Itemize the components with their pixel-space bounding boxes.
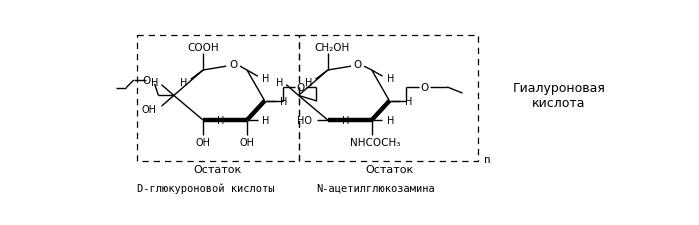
- Text: H: H: [151, 77, 159, 87]
- Text: O: O: [143, 76, 151, 86]
- Text: Остаток: Остаток: [366, 164, 414, 174]
- Text: Остаток: Остаток: [194, 164, 242, 174]
- Text: OH: OH: [142, 105, 157, 115]
- Text: HO: HO: [297, 116, 312, 126]
- Text: COOH: COOH: [187, 43, 219, 53]
- Text: OH: OH: [240, 137, 254, 147]
- Text: Гиалуроновая
кислота: Гиалуроновая кислота: [512, 82, 605, 110]
- Text: H: H: [280, 96, 287, 106]
- Text: H: H: [405, 96, 412, 106]
- Text: H: H: [305, 78, 312, 88]
- Text: O: O: [297, 83, 305, 92]
- Text: NHCOCH₃: NHCOCH₃: [350, 137, 401, 147]
- Text: D-глюкуроновой кислоты: D-глюкуроновой кислоты: [138, 183, 275, 193]
- Text: OH: OH: [196, 137, 210, 147]
- Text: O: O: [354, 60, 362, 70]
- Text: H: H: [262, 73, 270, 83]
- Text: H: H: [180, 78, 188, 88]
- Text: n: n: [484, 154, 491, 164]
- Text: H: H: [262, 116, 270, 126]
- Text: H: H: [387, 116, 394, 126]
- Text: N-ацетилглюкозамина: N-ацетилглюкозамина: [316, 183, 435, 193]
- Text: O: O: [421, 83, 429, 92]
- Text: O: O: [229, 60, 237, 70]
- Text: H: H: [342, 116, 349, 126]
- Text: H: H: [276, 77, 283, 87]
- Text: CH₂OH: CH₂OH: [314, 43, 350, 53]
- Text: H: H: [387, 73, 394, 83]
- Text: H: H: [217, 116, 224, 126]
